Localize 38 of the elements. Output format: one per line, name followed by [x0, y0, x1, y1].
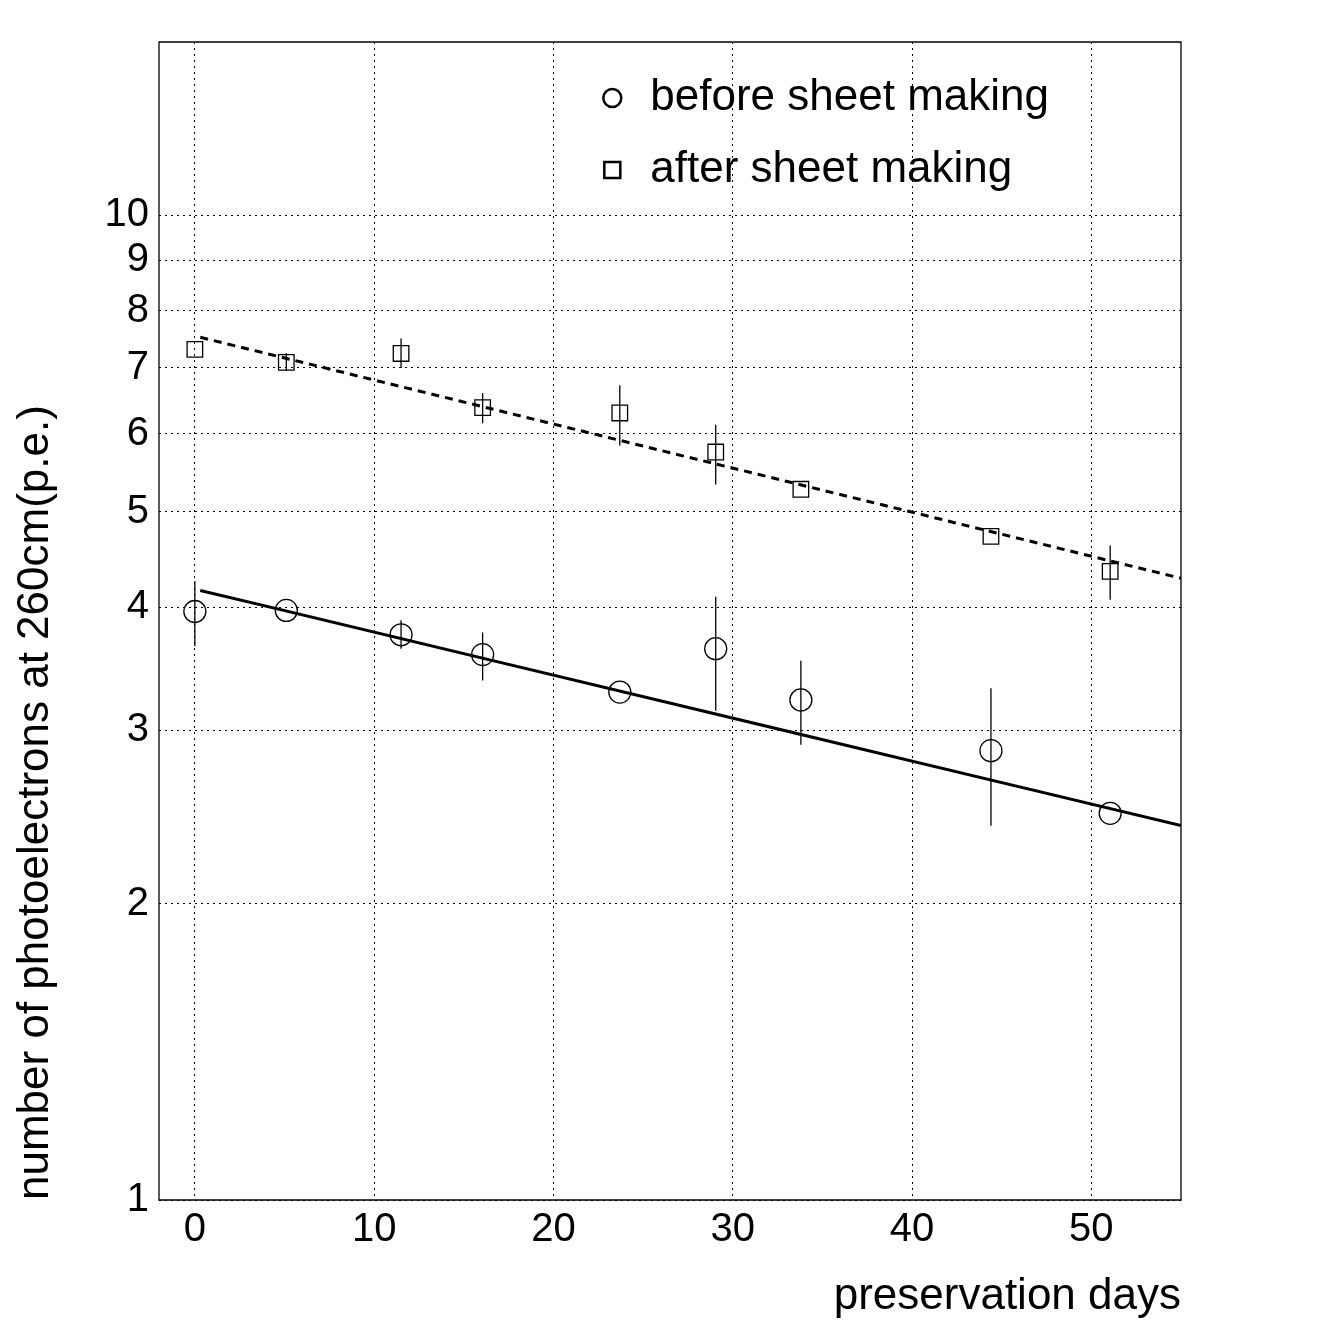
point: [389, 623, 413, 647]
point: [470, 642, 495, 667]
y-tick-label: 8: [126, 285, 149, 330]
x-tick-label: 0: [183, 1205, 206, 1250]
point: [1098, 801, 1122, 825]
point: [392, 345, 410, 362]
point: [183, 599, 207, 624]
point: [1101, 562, 1119, 580]
point: [789, 688, 813, 712]
point: [277, 354, 295, 371]
x-tick-label: 50: [1069, 1205, 1114, 1250]
point: [274, 598, 298, 623]
x-tick-label: 40: [889, 1205, 935, 1250]
point: [792, 480, 810, 498]
y-tick-label: 1: [126, 1175, 149, 1220]
y-tick-label: 2: [126, 878, 149, 923]
legend-label: before sheet making: [650, 70, 1049, 120]
y-tick-label: 10: [104, 190, 149, 235]
y-tick-label: 7: [126, 342, 149, 387]
point: [704, 637, 728, 661]
y-axis-title: number of photoelectrons at 260cm(p.e.): [7, 405, 57, 1200]
x-tick-label: 30: [710, 1205, 755, 1250]
point: [707, 443, 725, 461]
point: [979, 739, 1003, 763]
y-tick-label: 3: [126, 705, 149, 750]
x-tick-label: 20: [531, 1205, 576, 1250]
x-axis-title: preservation days: [833, 1268, 1181, 1318]
y-tick-label: 9: [126, 235, 149, 280]
point: [474, 399, 492, 416]
x-tick-label: 10: [351, 1205, 397, 1250]
point: [611, 404, 629, 422]
y-tick-label: 5: [126, 486, 149, 531]
legend-label: after sheet making: [650, 142, 1013, 192]
point: [186, 340, 204, 358]
point: [982, 528, 1000, 545]
y-tick-label: 6: [126, 408, 149, 453]
point: [608, 680, 632, 704]
y-tick-label: 4: [126, 582, 149, 627]
